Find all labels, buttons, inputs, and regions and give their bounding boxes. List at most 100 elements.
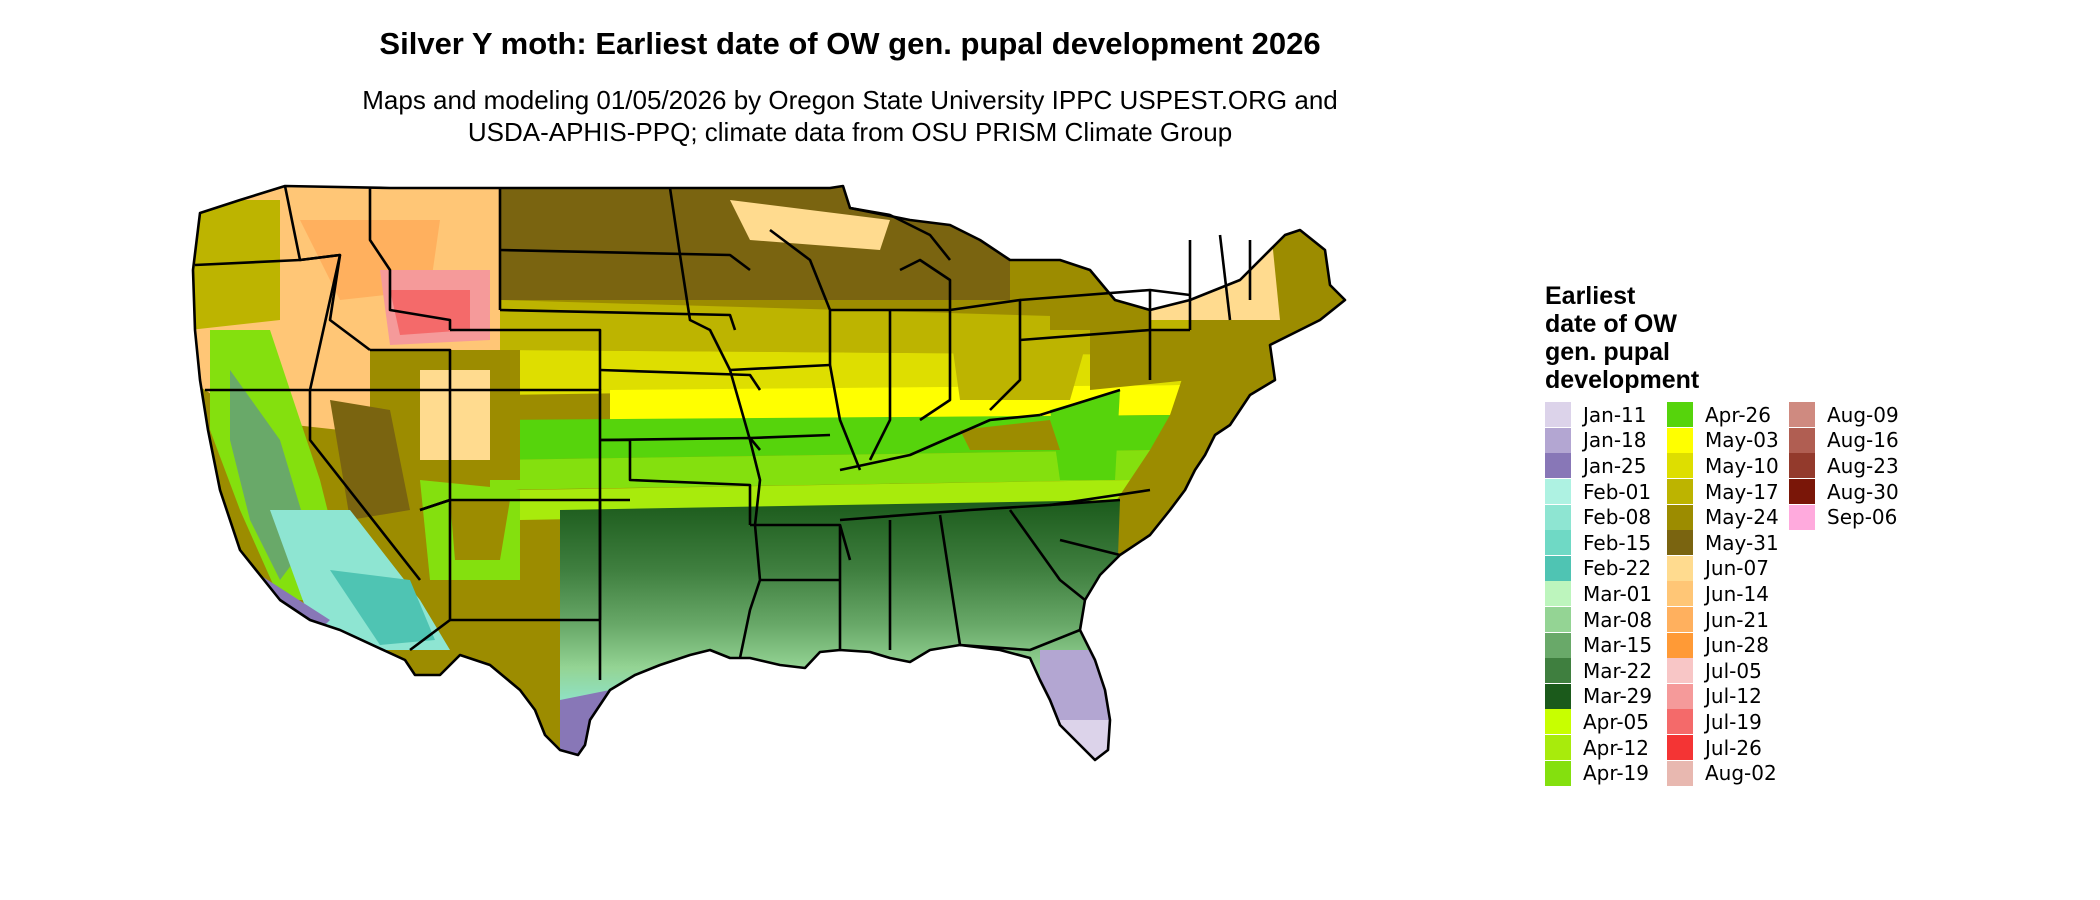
legend-swatch [1545,709,1571,735]
legend-label: Mar-15 [1583,633,1653,658]
legend-item: Aug-16 [1789,427,1911,454]
legend-swatch [1667,427,1693,453]
legend-swatch [1667,735,1693,761]
legend-swatch [1667,453,1693,479]
legend-label: Jul-12 [1705,684,1762,709]
legend-label: Apr-05 [1583,709,1649,734]
legend-item: Aug-09 [1789,402,1911,428]
legend-label: May-31 [1705,530,1779,555]
legend-label: Jul-26 [1705,735,1762,760]
legend-swatch [1545,658,1571,684]
legend-label: Aug-02 [1705,761,1777,786]
legend-item: Feb-15 [1545,530,1667,556]
legend-item: Sep-06 [1789,504,1911,530]
legend-swatch [1545,427,1571,453]
map-title: Silver Y moth: Earliest date of OW gen. … [379,26,1321,61]
legend-item: Apr-05 [1545,709,1667,735]
legend-item: Jun-21 [1667,607,1789,633]
legend-swatch [1667,760,1693,786]
legend-label: Feb-01 [1583,479,1652,504]
legend-swatch [1667,504,1693,530]
legend-swatch [1667,581,1693,607]
legend-swatch [1667,402,1693,428]
legend-item: Feb-22 [1545,555,1667,582]
legend-swatch [1545,530,1571,556]
legend-label: May-24 [1705,505,1779,530]
legend-swatch [1545,555,1571,581]
legend-item: Mar-22 [1545,658,1667,684]
legend-item: May-31 [1667,530,1789,556]
legend-label: Aug-16 [1827,428,1899,453]
legend-label: Aug-30 [1827,479,1899,504]
legend-item: Mar-01 [1545,581,1667,607]
legend-item: Jan-11 [1545,402,1667,428]
legend-swatch [1545,607,1571,633]
legend-label: Apr-19 [1583,761,1649,786]
legend-label: Aug-23 [1827,453,1899,478]
legend-label: Apr-12 [1583,735,1649,760]
legend-item: Feb-08 [1545,504,1667,530]
legend-title: Earliest date of OW gen. pupal developme… [1545,282,1735,394]
legend-label: Jun-14 [1705,581,1769,606]
legend-label: Mar-22 [1583,658,1653,683]
legend-item: Jul-26 [1667,735,1789,761]
legend-item: Jan-18 [1545,427,1667,454]
legend-item: Mar-08 [1545,607,1667,633]
legend-item: Jun-28 [1667,632,1789,658]
legend-item: Feb-01 [1545,479,1667,505]
legend-label: May-10 [1705,453,1779,478]
legend-entries: Jan-11 Jan-18 Jan-25 Feb-01 Feb-08 Feb-15 Feb-… [1545,402,1911,786]
legend-label: Mar-01 [1583,581,1653,606]
legend-swatch [1667,479,1693,505]
legend-label: Jan-18 [1583,428,1647,453]
legend-title-line: Earliest [1545,282,1636,310]
legend-swatch [1545,632,1571,658]
legend-item: Aug-23 [1789,453,1911,479]
legend-label: Jul-19 [1705,709,1762,734]
legend-swatch [1545,453,1571,479]
legend-label: May-17 [1705,479,1779,504]
legend-label: Sep-06 [1827,505,1898,530]
legend-swatch [1545,402,1571,428]
legend-item: Jun-07 [1667,555,1789,582]
legend-label: Apr-26 [1705,402,1771,427]
legend-item: Apr-12 [1545,735,1667,761]
legend-label: Jan-25 [1583,453,1647,478]
legend-swatch [1789,402,1815,428]
legend-swatch [1545,504,1571,530]
legend-item: Jul-12 [1667,683,1789,710]
legend-item: Apr-26 [1667,402,1789,428]
legend-swatch [1667,632,1693,658]
legend-item: May-24 [1667,504,1789,530]
legend-swatch [1667,607,1693,633]
legend-title-line: development [1545,366,1700,394]
legend-item: Aug-02 [1667,760,1789,786]
legend-label: Mar-29 [1583,684,1653,709]
legend-swatch [1789,504,1815,530]
legend-swatch [1789,453,1815,479]
legend-title-line: gen. pupal [1545,338,1670,366]
legend-title-line: date of OW [1545,310,1677,338]
legend-item: Jul-05 [1667,658,1789,684]
legend-swatch [1789,479,1815,505]
legend-swatch [1545,735,1571,761]
legend-label: Jul-05 [1705,658,1762,683]
legend-label: Jun-28 [1705,633,1769,658]
legend-swatch [1667,709,1693,735]
legend-swatch [1667,555,1693,581]
legend-swatch [1545,479,1571,505]
legend-item: Mar-29 [1545,683,1667,710]
legend-swatch [1667,658,1693,684]
subtitle-line-1: Maps and modeling 01/05/2026 by Oregon S… [362,85,1338,115]
legend-item: May-03 [1667,427,1789,454]
state-boundaries [191,184,1347,762]
legend-item: Jul-19 [1667,709,1789,735]
legend-label: Feb-22 [1583,556,1652,581]
legend-item: May-17 [1667,479,1789,505]
legend-label: Jun-21 [1705,607,1769,632]
map-subtitle: Maps and modeling 01/05/2026 by Oregon S… [0,84,1700,148]
us-phenology-map [191,184,1347,762]
legend-label: Mar-08 [1583,607,1653,632]
legend-swatch [1667,683,1693,709]
legend-label: Jan-11 [1583,402,1647,427]
